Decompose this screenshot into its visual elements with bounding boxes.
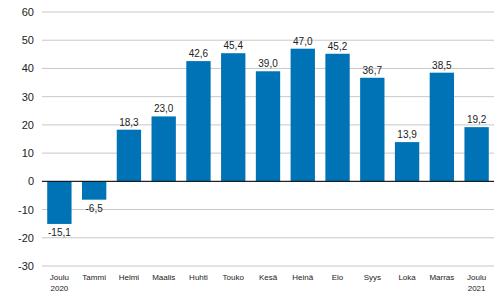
- grid-line: [42, 12, 494, 13]
- bar: [360, 78, 384, 182]
- y-tick-label: -20: [18, 232, 34, 244]
- data-label: 45,2: [328, 41, 348, 52]
- y-tick-label: 40: [22, 62, 34, 74]
- x-tick-label: Loka: [398, 273, 416, 282]
- x-tick-label: Maalis: [152, 273, 175, 282]
- x-tick-label: Joulu 2021: [467, 273, 486, 293]
- y-tick-label: 20: [22, 119, 34, 131]
- grid-line: [42, 237, 494, 238]
- y-tick-label: -30: [18, 260, 34, 272]
- bar: [256, 71, 280, 181]
- data-label: 45,4: [223, 40, 243, 51]
- data-label: 13,9: [397, 129, 417, 140]
- x-tick-label-line: Joulu: [467, 273, 486, 282]
- y-tick-label: -10: [18, 204, 34, 216]
- data-label: 38,5: [432, 60, 452, 71]
- x-tick-label-line: 2021: [468, 284, 486, 293]
- y-tick-label: 50: [22, 34, 34, 46]
- bar: [82, 181, 106, 199]
- x-tick-label: Heinä: [292, 273, 313, 282]
- data-label: 47,0: [293, 36, 313, 47]
- bar: [47, 181, 71, 224]
- x-tick-label: Joulu 2020: [50, 273, 69, 293]
- x-tick-label-line: Kesä: [259, 273, 278, 282]
- x-tick-label: Kesä: [259, 273, 278, 282]
- data-label: 39,0: [258, 58, 278, 69]
- grid-line: [42, 40, 494, 41]
- x-tick-label-line: 2020: [50, 284, 68, 293]
- bar: [221, 53, 245, 181]
- y-tick-label: 30: [22, 91, 34, 103]
- grid-line: [42, 266, 494, 267]
- x-tick-label: Marras: [429, 273, 454, 282]
- x-tick-label-line: Elo: [332, 273, 344, 282]
- bar: [430, 73, 454, 182]
- x-tick-label-line: Heinä: [292, 273, 313, 282]
- y-tick-label: 0: [28, 175, 34, 187]
- x-tick-label-line: Marras: [429, 273, 454, 282]
- x-tick-label: Touko: [223, 273, 245, 282]
- data-label: 36,7: [363, 65, 383, 76]
- x-tick-label: Tammi: [82, 273, 106, 282]
- x-tick-label-line: Joulu: [50, 273, 69, 282]
- bar: [117, 130, 141, 182]
- x-tick-label-line: Tammi: [82, 273, 106, 282]
- data-label: 23,0: [154, 103, 174, 114]
- x-tick-label-line: Syys: [364, 273, 381, 282]
- bar: [464, 127, 488, 181]
- x-tick-label: Helmi: [119, 273, 140, 282]
- chart: -30 -20 -10 0 10 20 30 40 50 60 -15,1 -6,5 18,3 23,0 4…: [0, 0, 500, 300]
- data-label: -15,1: [48, 227, 71, 238]
- x-tick-label: Syys: [364, 273, 381, 282]
- x-tick-label-line: Helmi: [119, 273, 140, 282]
- y-tick-label: 10: [22, 147, 34, 159]
- bar: [186, 61, 210, 181]
- x-tick-label-line: Huhti: [189, 273, 208, 282]
- x-tick-label-line: Touko: [223, 273, 245, 282]
- bar: [152, 116, 176, 181]
- x-tick-label: Elo: [332, 273, 344, 282]
- data-label: -6,5: [86, 203, 104, 214]
- x-tick-label: Huhti: [189, 273, 208, 282]
- y-tick-label: 60: [22, 6, 34, 18]
- grid-line: [42, 181, 494, 182]
- baseline: [42, 181, 494, 182]
- bar: [395, 142, 419, 181]
- data-label: 18,3: [119, 117, 139, 128]
- bar: [291, 49, 315, 182]
- x-tick-label-line: Loka: [398, 273, 416, 282]
- data-label: 42,6: [189, 48, 209, 59]
- bar: [325, 54, 349, 182]
- grid-line: [42, 209, 494, 210]
- data-label: 19,2: [467, 114, 487, 125]
- x-tick-label-line: Maalis: [152, 273, 175, 282]
